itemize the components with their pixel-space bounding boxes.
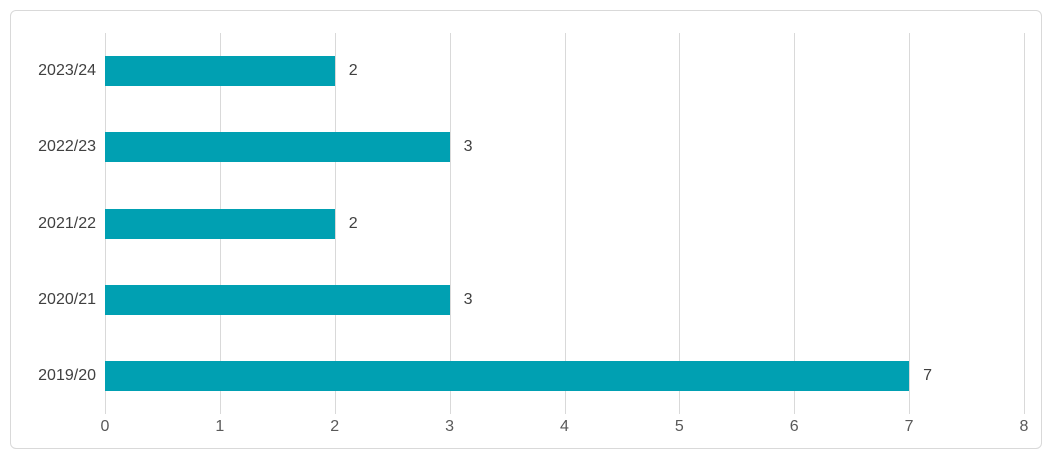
chart-frame: 2023/24 2022/23 2021/22 2020/21 2019/20 2 3 2 3…: [10, 10, 1042, 449]
gridline-x-2: [334, 33, 336, 414]
bar-2021-22: [105, 208, 335, 239]
category-label-2020-21: 2020/21: [38, 290, 96, 308]
category-label-2023-24: 2023/24: [38, 62, 96, 80]
x-tick-label: 1: [215, 418, 225, 435]
gridline-x-6: [794, 33, 796, 414]
bar-data-label: 2: [348, 62, 358, 80]
bar-2019-20: [105, 360, 910, 391]
gridline-x-8: [1024, 33, 1025, 414]
x-axis-tick-labels: 0 1 2 3 4 5 6 7 8: [101, 418, 1029, 442]
category-label-2021-22: 2021/22: [38, 214, 96, 232]
gridline-x-7: [909, 33, 911, 414]
y-axis-category-labels: 2023/24 2022/23 2021/22 2020/21 2019/20: [11, 33, 96, 414]
x-tick-label: 2: [330, 418, 340, 435]
bar-data-label: 2: [348, 214, 358, 232]
x-tick-label: 6: [789, 418, 799, 435]
gridline-x-4: [564, 33, 566, 414]
category-label-2019-20: 2019/20: [38, 366, 96, 384]
gridline-x-3: [449, 33, 451, 414]
category-label-2022-23: 2022/23: [38, 138, 96, 156]
x-tick-label: 5: [674, 418, 684, 435]
x-tick-label: 4: [560, 418, 569, 435]
bar-data-label: 7: [923, 366, 933, 384]
x-tick-label: 0: [100, 418, 110, 435]
gridline-x-5: [679, 33, 681, 414]
bar-data-label: 3: [463, 138, 473, 156]
x-tick-label: 7: [904, 418, 914, 435]
bar-2020-21: [105, 284, 450, 315]
plot-area: 2 3 2 3 7: [105, 33, 1025, 414]
x-tick-label: 8: [1019, 418, 1029, 435]
bar-2022-23: [105, 132, 450, 163]
x-tick-label: 3: [445, 418, 455, 435]
bar-2023-24: [105, 56, 335, 87]
bar-data-label: 3: [463, 290, 473, 308]
